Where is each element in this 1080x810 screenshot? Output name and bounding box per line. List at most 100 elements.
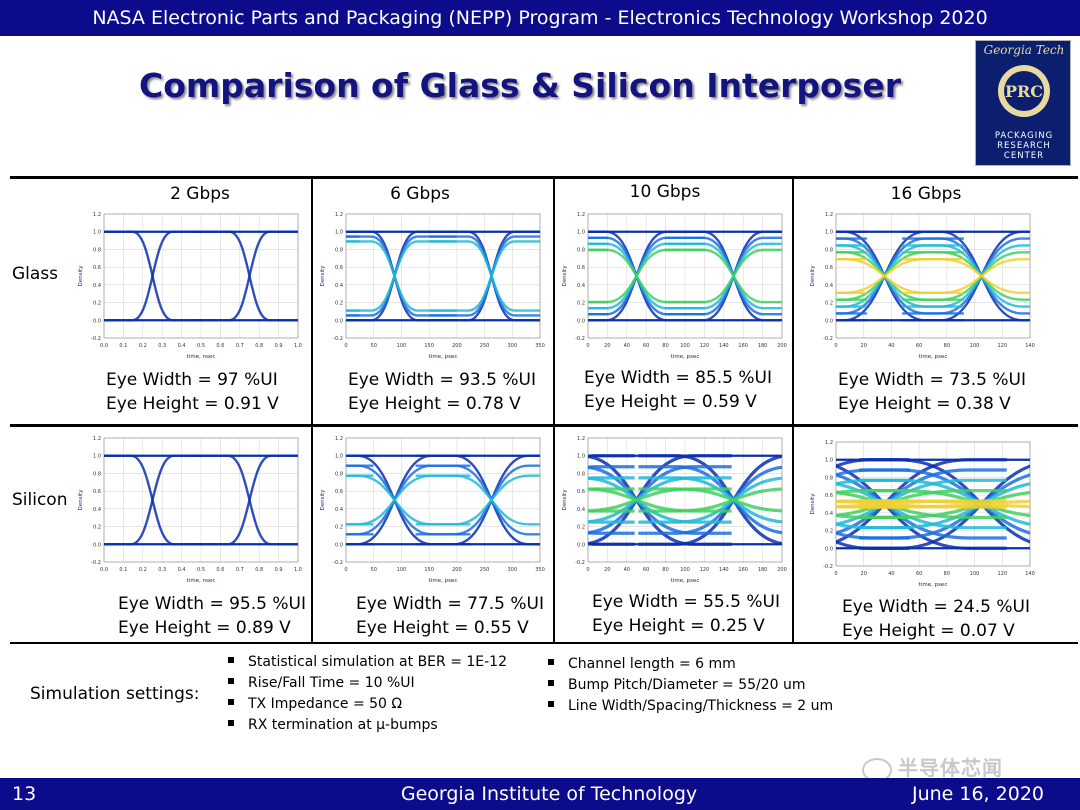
footer-institution: Georgia Institute of Technology (400, 783, 698, 805)
plot-frame (587, 213, 783, 339)
eye-trace (836, 513, 910, 519)
plot-frame (103, 213, 299, 339)
logo-emblem-icon: PRC (998, 65, 1050, 117)
y-tick-label: 0.0 (577, 318, 585, 324)
x-tick-label: 0 (586, 567, 589, 573)
x-tick-label: 0 (344, 567, 347, 573)
eye-diagram-svg: 1.21.00.80.60.40.20.0-0.20.0 0.1 0.2 0.3 0.4… (78, 212, 302, 360)
eye-width-value: Eye Width = 73.5 %UI (838, 370, 1026, 390)
y-tick-label: 0.4 (825, 511, 833, 517)
y-tick-label: 1.0 (825, 458, 833, 464)
eye-diagram-glass-6gbps: 1.2 1.0 0.8 0.6 0.4 0.2 0.0 -0.2 0 50 100 150 200 250… (316, 208, 550, 372)
eye-trace (429, 230, 540, 322)
eye-trace (664, 242, 782, 310)
x-tick-label: 0 (834, 343, 837, 349)
x-axis-label: time, psec (919, 582, 948, 588)
setting-text: TX Impedance = 50 Ω (248, 696, 403, 712)
x-axis-label: time, nsec (187, 578, 216, 584)
x-tick-label: 0 (586, 343, 589, 349)
eye-trace (588, 476, 732, 524)
y-tick-label: 0.6 (93, 265, 101, 271)
x-tick-label: 80 (944, 571, 950, 577)
y-tick-label: -0.2 (823, 336, 833, 342)
eye-traces (104, 230, 298, 322)
y-tick-label: 0.4 (93, 283, 101, 289)
y-tick-label: 0.6 (577, 489, 585, 495)
eye-diagram-svg: 1.2 1.0 0.8 0.6 0.4 0.2 0.0 -0.20 20 40 60 80 100 120… (562, 436, 787, 584)
eye-trace (836, 478, 910, 486)
y-tick-label: 0.6 (93, 489, 101, 495)
eye-diagram-svg: 1.2 1.0 0.8 0.6 0.4 0.2 0.0 -0.20 20 40 60 80 100 120… (810, 212, 1035, 360)
eye-trace (104, 454, 213, 546)
eye-trace (836, 540, 910, 550)
y-tick-label: 0.4 (825, 283, 833, 289)
x-tick-label: 50 (371, 567, 377, 573)
bullet-icon (228, 699, 234, 705)
y-tick-label: 1.2 (825, 440, 833, 446)
y-tick-label: 0.0 (825, 318, 833, 324)
y-tick-label: 0.2 (335, 301, 343, 307)
x-tick-label: 60 (643, 343, 649, 349)
table-top-rule (10, 176, 1078, 179)
eye-trace (588, 248, 706, 304)
eye-trace (902, 237, 1030, 315)
bullet-icon (548, 659, 554, 665)
list-item: Statistical simulation at BER = 1E-12 (228, 652, 507, 673)
column-header: 2 Gbps (170, 184, 230, 204)
eye-width-value: Eye Width = 95.5 %UI (118, 594, 306, 614)
y-tick-label: 0.6 (335, 265, 343, 271)
y-tick-label: 0.6 (825, 265, 833, 271)
y-tick-label: 1.2 (93, 212, 101, 218)
y-tick-label: 0.4 (577, 283, 585, 289)
list-item: Line Width/Spacing/Thickness = 2 um (548, 696, 833, 717)
y-tick-label: 0.0 (825, 546, 833, 552)
eye-trace (104, 230, 212, 322)
eye-trace (836, 468, 910, 477)
x-tick-label: 20 (604, 343, 610, 349)
plot-frame (345, 437, 541, 563)
eye-height-value: Eye Height = 0.38 V (838, 394, 1011, 414)
x-tick-label: 1.0 (294, 343, 302, 349)
x-tick-label: 160 (738, 567, 748, 573)
y-tick-label: 0.6 (825, 493, 833, 499)
bullet-icon (228, 657, 234, 663)
x-tick-label: 120 (700, 343, 710, 349)
watermark-text: 半导体芯闻 (898, 756, 1003, 780)
x-tick-label: 0.8 (255, 343, 263, 349)
y-tick-label: 0.2 (825, 301, 833, 307)
footer-bar: 13 Georgia Institute of Technology June … (0, 778, 1080, 810)
plot-frame (103, 437, 299, 563)
eye-metrics-glass-16gbps: Eye Width = 73.5 %UI Eye Height = 0.38 V (838, 368, 1026, 416)
y-tick-label: 0.8 (577, 471, 585, 477)
settings-list-left: Statistical simulation at BER = 1E-12 Ri… (228, 652, 507, 736)
y-tick-label: 1.0 (335, 454, 343, 460)
eye-metrics-silicon-16gbps: Eye Width = 24.5 %UI Eye Height = 0.07 V (842, 595, 1030, 643)
x-tick-label: 0 (834, 571, 837, 577)
x-tick-label: 20 (861, 343, 867, 349)
x-tick-label: 0.9 (275, 343, 283, 349)
y-tick-label: 0.8 (335, 247, 343, 253)
eye-trace (836, 522, 910, 530)
x-tick-label: 250 (480, 567, 490, 573)
x-tick-label: 0.6 (216, 567, 224, 573)
x-tick-label: 0.2 (139, 567, 147, 573)
eye-height-value: Eye Height = 0.07 V (842, 621, 1015, 641)
eye-trace (346, 474, 471, 526)
header-bar: NASA Electronic Parts and Packaging (NEP… (0, 0, 1080, 36)
eye-width-value: Eye Width = 55.5 %UI (592, 592, 780, 612)
eye-traces (346, 454, 540, 546)
eye-trace (836, 489, 910, 495)
x-tick-label: 0.8 (255, 567, 263, 573)
y-tick-label: 1.0 (93, 454, 101, 460)
x-axis-label: time, psec (429, 578, 458, 584)
setting-text: Channel length = 6 mm (568, 656, 736, 672)
y-tick-label: 0.4 (335, 507, 343, 513)
setting-text: Rise/Fall Time = 10 %UI (248, 675, 415, 691)
eye-trace (664, 242, 782, 310)
eye-trace (588, 487, 635, 491)
x-axis-label: time, psec (671, 578, 700, 584)
eye-metrics-silicon-10gbps: Eye Width = 55.5 %UI Eye Height = 0.25 V (592, 590, 780, 638)
x-tick-label: 180 (758, 567, 768, 573)
y-tick-label: 0.0 (93, 542, 101, 548)
x-tick-label: 200 (777, 343, 787, 349)
